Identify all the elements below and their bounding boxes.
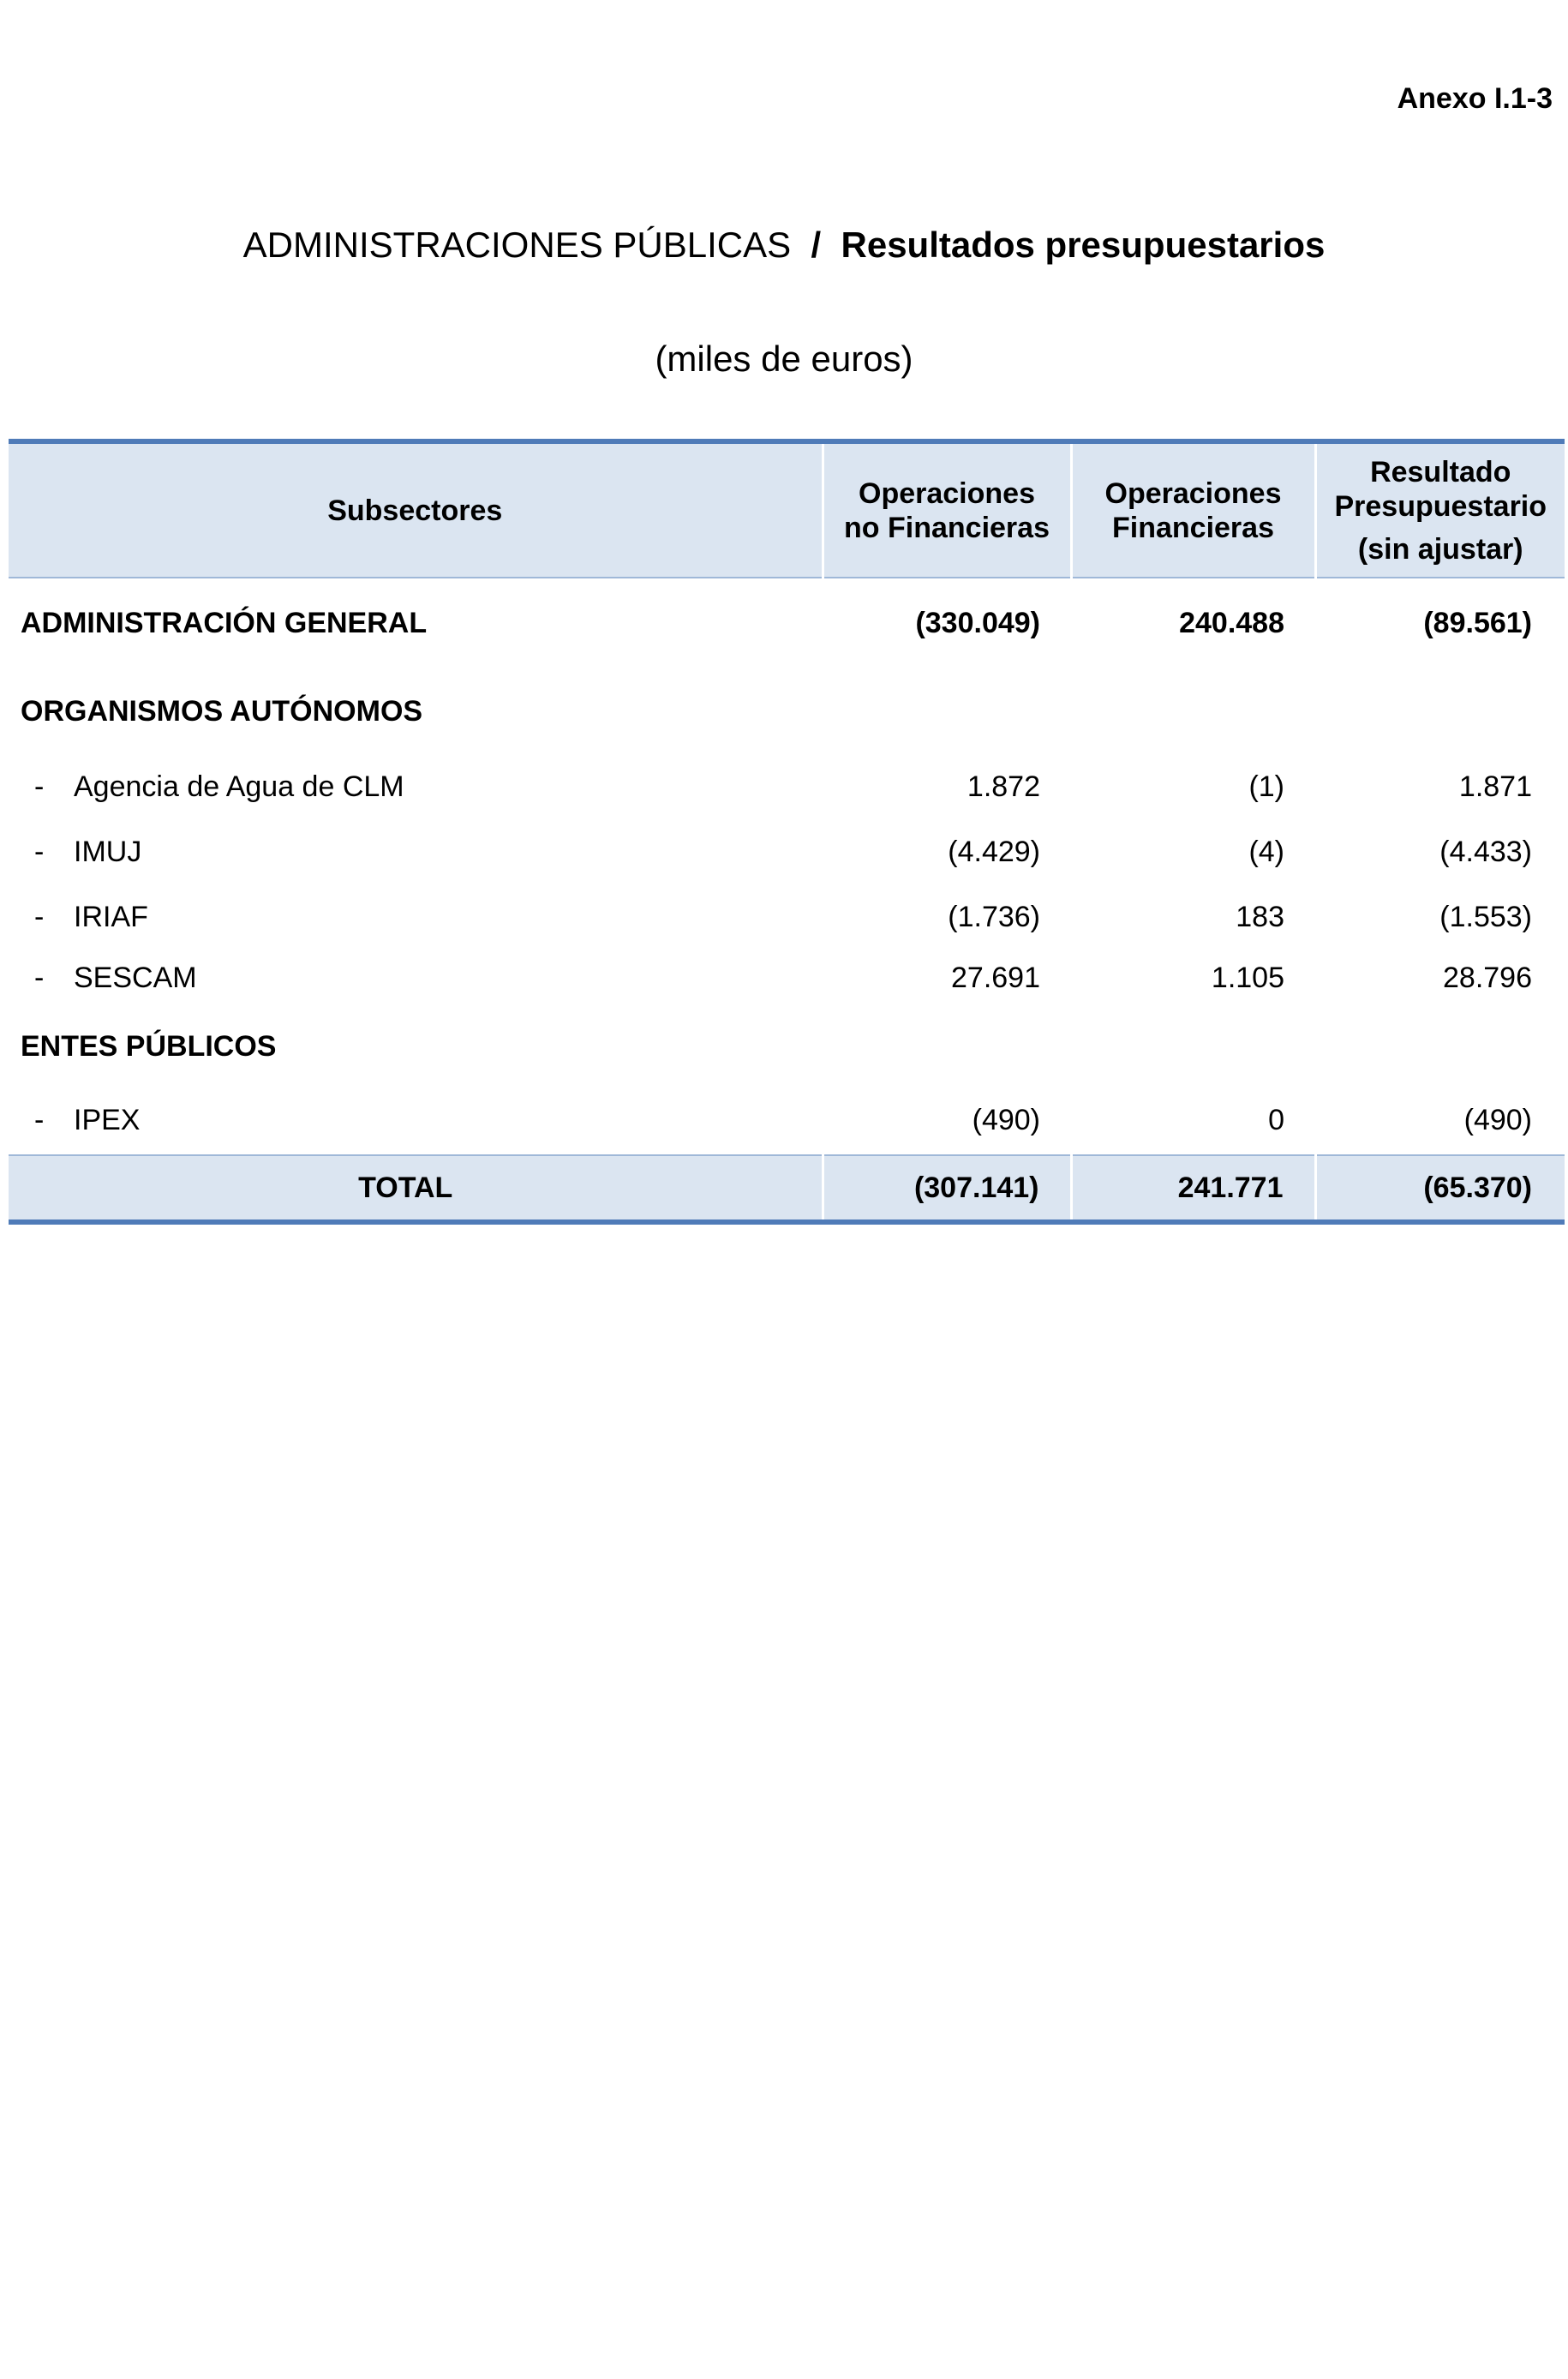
title-part-2: Resultados presupuestarios	[841, 225, 1326, 265]
table-row: - Agencia de Agua de CLM 1.872 (1) 1.871	[9, 754, 1565, 819]
header-line: Resultado	[1370, 455, 1511, 488]
row-name: IPEX	[74, 1104, 141, 1136]
cell-resultado: (4.433)	[1439, 835, 1532, 868]
header-line: (sin ajustar)	[1357, 532, 1523, 566]
cell-no-fin: (1.736)	[948, 900, 1040, 933]
row-label: - Agencia de Agua de CLM	[9, 754, 823, 819]
annex-label: Anexo I.1-3	[1397, 82, 1553, 115]
cell-resultado: (1.553)	[1439, 900, 1532, 933]
header-line: Presupuestario	[1334, 489, 1547, 523]
budget-results-table: Subsectores Operaciones no Financieras O…	[9, 439, 1565, 1225]
cell-resultado: (65.370)	[1314, 1154, 1565, 1222]
group-label: ORGANISMOS AUTÓNOMOS	[21, 694, 423, 728]
header-line: Financieras	[1112, 511, 1274, 544]
row-total: TOTAL (307.141) 241.771 (65.370)	[9, 1154, 1565, 1222]
cell-no-fin: 1.872	[967, 770, 1040, 803]
header-resultado: Resultado Presupuestario (sin ajustar)	[1314, 441, 1565, 578]
header-op-no-financieras: Operaciones no Financieras	[821, 441, 1071, 578]
units-subtitle: (miles de euros)	[655, 339, 913, 379]
row-admin-general: ADMINISTRACIÓN GENERAL (330.049) 240.488…	[9, 578, 1565, 668]
page-title: ADMINISTRACIONES PÚBLICAS / Resultados p…	[0, 225, 1568, 266]
table-row: - IMUJ (4.429) (4) (4.433)	[9, 819, 1565, 884]
row-name: SESCAM	[74, 961, 197, 994]
cell-no-fin: 27.691	[951, 961, 1040, 994]
header-line: Operaciones	[859, 476, 1035, 510]
cell-fin: 183	[1236, 900, 1284, 933]
cell-resultado: 1.871	[1458, 770, 1532, 803]
table-row: - SESCAM 27.691 1.105 28.796	[9, 950, 1565, 1006]
cell-no-fin: (4.429)	[948, 835, 1040, 868]
cell-no-fin: (330.049)	[915, 607, 1040, 639]
row-label: - IMUJ	[9, 819, 823, 884]
header-op-financieras: Operaciones Financieras	[1069, 441, 1315, 578]
group-label: ENTES PÚBLICOS	[21, 1029, 277, 1063]
total-label: TOTAL	[9, 1154, 823, 1222]
row-name: IMUJ	[74, 835, 142, 868]
cell-no-fin: (307.141)	[821, 1154, 1071, 1222]
table-row: - IRIAF (1.736) 183 (1.553)	[9, 884, 1565, 950]
row-label: - IRIAF	[9, 884, 823, 950]
cell-fin: 0	[1268, 1104, 1284, 1136]
header-line: no Financieras	[844, 511, 1050, 544]
cell-fin: 240.488	[1179, 607, 1284, 639]
dash-marker: -	[34, 1104, 45, 1136]
title-part-1: ADMINISTRACIONES PÚBLICAS	[242, 225, 792, 265]
cell-resultado: (89.561)	[1423, 607, 1532, 639]
cell-resultado: (490)	[1463, 1104, 1532, 1136]
row-group-entes-publicos: ENTES PÚBLICOS	[9, 1006, 1565, 1087]
cell-fin: (1)	[1248, 770, 1284, 803]
header-subsectores: Subsectores	[9, 441, 823, 578]
cell-fin: 1.105	[1211, 961, 1284, 994]
table-row: - IPEX (490) 0 (490)	[9, 1087, 1565, 1155]
dash-marker: -	[34, 900, 45, 933]
title-separator: /	[811, 225, 822, 265]
row-label: - SESCAM	[9, 950, 823, 1006]
row-name: Agencia de Agua de CLM	[74, 770, 404, 803]
dash-marker: -	[34, 961, 45, 994]
row-name: IRIAF	[74, 900, 148, 933]
cell-fin: 241.771	[1069, 1154, 1315, 1222]
cell-resultado: 28.796	[1443, 961, 1532, 994]
dash-marker: -	[34, 835, 45, 868]
cell-no-fin: (490)	[972, 1104, 1040, 1136]
dash-marker: -	[34, 770, 45, 803]
cell-fin: (4)	[1248, 835, 1284, 868]
row-label: - IPEX	[9, 1087, 823, 1155]
table-header-row: Subsectores Operaciones no Financieras O…	[9, 441, 1565, 578]
row-group-org-autonomos: ORGANISMOS AUTÓNOMOS	[9, 668, 1565, 754]
row-label: ADMINISTRACIÓN GENERAL	[21, 607, 428, 639]
header-line: Operaciones	[1104, 476, 1282, 510]
